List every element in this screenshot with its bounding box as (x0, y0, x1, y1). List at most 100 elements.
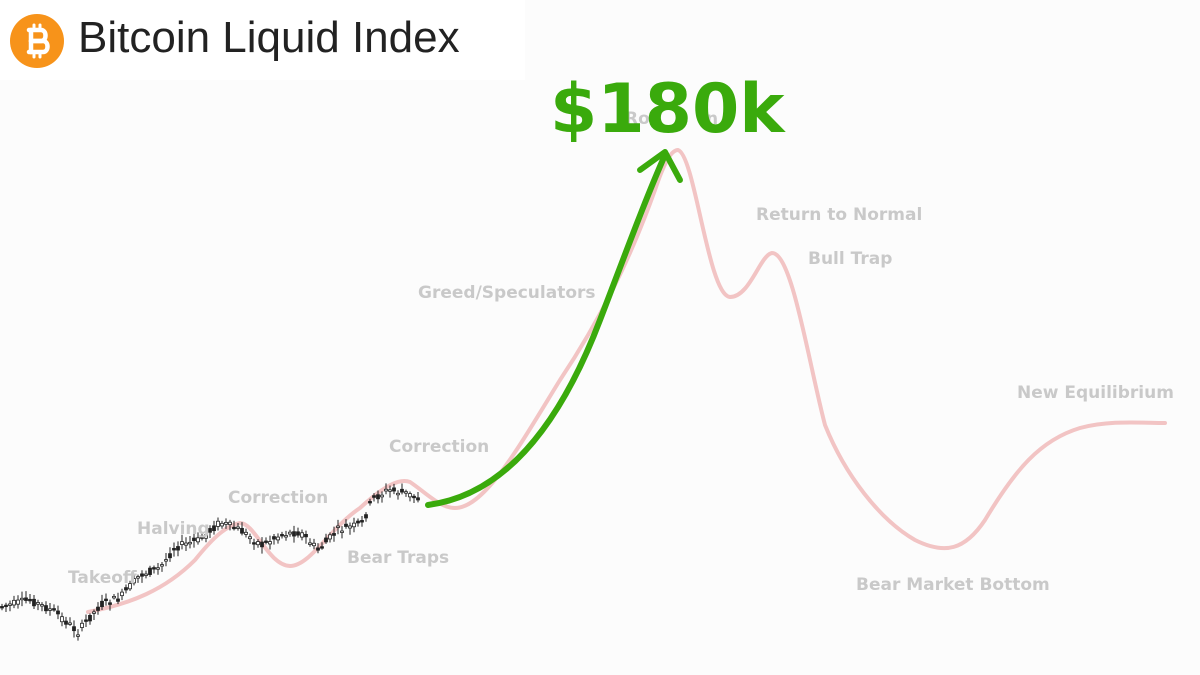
candle-body (324, 537, 328, 543)
phase-label-greed: Greed/Speculators (418, 283, 596, 303)
candle-body (348, 525, 352, 529)
candle-body (196, 537, 200, 543)
phase-label-correction-1: Correction (228, 488, 328, 508)
candle-body (260, 541, 264, 548)
candle-body (44, 605, 48, 612)
candle-body (176, 546, 180, 551)
candle-body (72, 626, 76, 632)
candle-body (128, 583, 132, 590)
candle-body (36, 602, 40, 605)
candle-body (364, 514, 368, 519)
candle-body (172, 547, 176, 551)
candle-body (272, 536, 276, 540)
candle-body (156, 567, 160, 570)
candle-body (20, 597, 24, 601)
phase-label-hidden-end: n (706, 109, 718, 129)
candle-body (316, 547, 320, 551)
phase-label-return-to-normal: Return to Normal (756, 205, 922, 225)
candle-body (140, 573, 144, 577)
candle-body (56, 610, 60, 615)
candle-body (8, 603, 12, 606)
candle-body (380, 494, 384, 498)
candle-body (312, 542, 316, 547)
candle-body (220, 522, 224, 527)
candle-body (112, 595, 116, 599)
candle-body (320, 546, 324, 549)
candle-body (192, 537, 196, 542)
phase-label-bear-market-bottom: Bear Market Bottom (856, 575, 1050, 595)
candle-body (340, 530, 344, 533)
candle-body (204, 534, 208, 539)
app-header: Bitcoin Liquid Index (0, 0, 525, 80)
candle-body (368, 501, 372, 504)
candle-body (224, 522, 228, 525)
candle-body (60, 616, 64, 623)
candle-body (304, 534, 308, 538)
candle-body (240, 527, 244, 534)
phase-label-new-equilibrium: New Equilibrium (1017, 383, 1174, 403)
candle-body (296, 531, 300, 536)
candle-body (16, 599, 20, 605)
candle-body (48, 608, 52, 611)
candle-body (252, 542, 256, 545)
candle-body (64, 620, 68, 625)
candle-body (52, 608, 56, 611)
candle-body (392, 487, 396, 492)
candle-body (152, 567, 156, 570)
candle-body (104, 598, 108, 601)
candle-body (288, 531, 292, 535)
candle-body (40, 604, 44, 607)
candle-body (160, 564, 164, 567)
candle-body (284, 535, 288, 538)
candle-body (332, 533, 336, 536)
candle-body (96, 606, 100, 611)
phase-label-bull-trap: Bull Trap (808, 249, 892, 269)
candle-body (132, 578, 136, 584)
candle-body (328, 534, 332, 540)
phase-label-halving: Halving (137, 519, 210, 539)
candle-body (116, 598, 120, 602)
candle-body (212, 525, 216, 532)
candle-body (228, 521, 232, 526)
app-title: Bitcoin Liquid Index (78, 13, 460, 62)
candle-body (32, 598, 36, 607)
candle-body (164, 559, 168, 562)
candle-body (124, 587, 128, 591)
candle-body (416, 497, 420, 501)
candle-body (292, 531, 296, 537)
candle-body (356, 520, 360, 524)
phase-label-hidden-start: Ro (625, 109, 650, 129)
candle-body (236, 526, 240, 529)
candle-body (308, 542, 312, 545)
candle-body (216, 520, 220, 527)
candle-body (388, 489, 392, 492)
candle-body (108, 602, 112, 605)
candle-body (76, 634, 80, 637)
candle-body (4, 604, 8, 608)
candle-body (300, 532, 304, 538)
candle-body (268, 541, 272, 545)
candle-body (376, 494, 380, 500)
target-arrow-head (637, 149, 683, 183)
candle-body (12, 599, 16, 606)
market-cycle-curve (86, 147, 1167, 614)
candle-body (184, 542, 188, 546)
candle-body (0, 606, 4, 609)
candle-body (80, 622, 84, 628)
candle-body (248, 536, 252, 540)
candle-body (404, 491, 408, 494)
candle-body (336, 525, 340, 528)
candle-body (28, 598, 32, 602)
candle-body (276, 536, 280, 541)
candle-body (100, 600, 104, 608)
candle-body (188, 541, 192, 545)
candle-body (280, 534, 284, 537)
candle-body (352, 522, 356, 528)
candle-body (400, 488, 404, 493)
bitcoin-icon (10, 14, 64, 68)
target-arrow (425, 152, 668, 508)
candle-body (412, 495, 416, 499)
candle-body (88, 615, 92, 622)
candle-body (372, 495, 376, 498)
